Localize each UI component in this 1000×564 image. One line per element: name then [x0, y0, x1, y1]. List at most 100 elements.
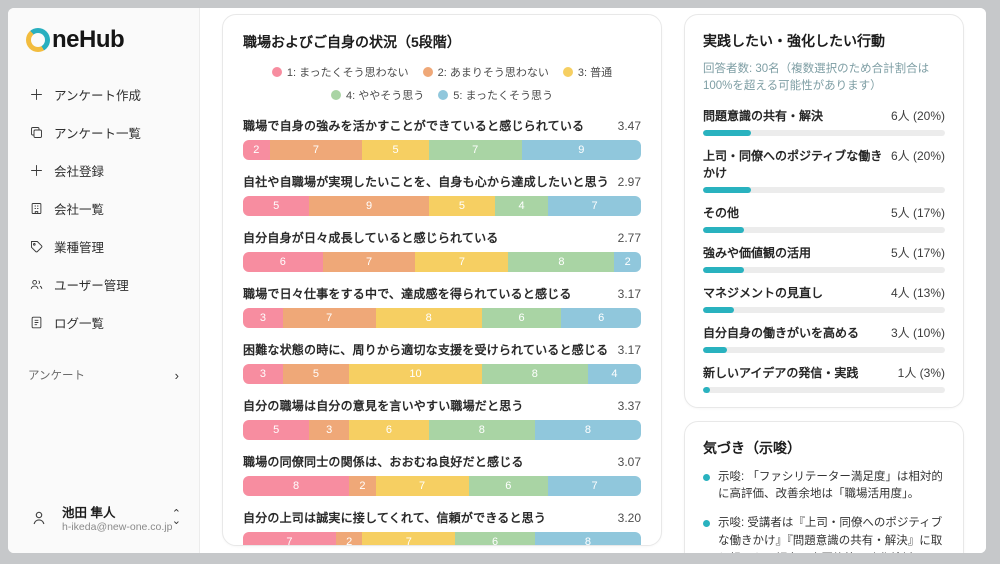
insight-text: 示唆: 受講者は『上司・同僚へのポジティブな働きかけ』『問題意識の共有・解決』に…	[718, 517, 943, 553]
question-head: 自社や自職場が実現したいことを、自身も心から達成したいと思う 2.97	[243, 173, 641, 190]
action-count: 3人 (10%)	[890, 325, 945, 340]
survey-question-row: 職場で日々仕事をする中で、達成感を得られていると感じる 3.17 3 7 8 6 6	[243, 285, 641, 328]
question-head: 自分の職場は自分の意見を言いやすい職場だと思う 3.37	[243, 397, 641, 414]
bar-segment-3: 7	[415, 252, 509, 272]
respondents-note: 回答者数: 30名（複数選択のため合計割合は100%を超える可能性があります）	[703, 63, 930, 93]
question-mean-value: 2.97	[617, 175, 641, 189]
actions-list: 問題意識の共有・解決 6人 (20%) 上司・同僚へのポジティブな働きかけ 6人 (2…	[703, 107, 945, 393]
question-mean-value: 3.17	[617, 343, 641, 357]
action-label: マネジメントの見直し	[703, 285, 824, 300]
bar-segment-3: 8	[375, 308, 482, 328]
survey-question-row: 職場で自身の強みを活かすことができていると感じられている 3.47 2 7 5 7 9	[243, 117, 641, 160]
progress-fill	[703, 346, 728, 353]
action-item: マネジメントの見直し 4人 (13%)	[703, 284, 945, 313]
progress-fill	[703, 226, 745, 233]
question-head: 困難な状態の時に、周りから適切な支援を受けられていると感じる 3.17	[243, 341, 641, 358]
bar-segment-2: 3	[309, 420, 350, 440]
action-item: 問題意識の共有・解決 6人 (20%)	[703, 107, 945, 136]
bar-segment-2: 5	[282, 364, 350, 384]
bar-segment-4: 6	[481, 308, 562, 328]
user-avatar-icon	[26, 505, 52, 531]
question-mean-value: 3.20	[617, 511, 641, 525]
bullet-dot-icon	[703, 520, 710, 528]
bar-segment-3: 5	[428, 196, 496, 216]
sidebar-item-0[interactable]: アンケート作成	[24, 80, 183, 109]
bar-segment-1: 3	[243, 364, 283, 384]
bar-segment-1: 3	[243, 308, 283, 328]
sidebar-item-1[interactable]: アンケート一覧	[24, 118, 183, 147]
question-head: 職場の同僚同士の関係は、おおむね良好だと感じる 3.07	[243, 453, 641, 470]
sidebar-item-6[interactable]: ログ一覧	[24, 308, 183, 337]
survey-question-row: 自社や自職場が実現したいことを、自身も心から達成したいと思う 2.97 5 9 5 4 7	[243, 173, 641, 216]
question-mean-value: 3.37	[617, 399, 641, 413]
user-email: h-ikeda@new-one.co.jp	[62, 521, 173, 533]
right-column: 実践したい・強化したい行動 回答者数: 30名（複数選択のため合計割合は100%…	[684, 14, 964, 553]
bar-segment-4: 8	[481, 364, 588, 384]
progress-fill	[703, 306, 735, 313]
bar-segment-4: 7	[428, 140, 522, 160]
sidebar-item-5[interactable]: ユーザー管理	[24, 270, 183, 299]
action-count: 1人 (3%)	[897, 365, 945, 380]
chevron-updown-icon: ⌃ ⌄	[171, 508, 181, 527]
question-label: 困難な状態の時に、周りから適切な支援を受けられていると感じる	[243, 343, 609, 357]
progress-track	[703, 306, 945, 313]
bar-segment-5: 9	[521, 140, 641, 160]
action-count: 6人 (20%)	[890, 148, 945, 163]
action-head: マネジメントの見直し 4人 (13%)	[703, 284, 945, 301]
legend-item-3: 3: 普通	[562, 64, 613, 80]
bar-segment-3: 10	[349, 364, 482, 384]
bar-segment-1: 8	[243, 476, 350, 496]
bar-segment-3: 7	[375, 476, 469, 496]
legend-dot-icon	[271, 67, 282, 77]
legend-label: 3: 普通	[577, 67, 613, 79]
sidebar-item-3[interactable]: 会社一覧	[24, 194, 183, 223]
bar-segment-2: 2	[335, 532, 363, 545]
action-label: 強みや価値観の活用	[703, 245, 812, 260]
progress-track	[703, 186, 945, 193]
bar-segment-2: 7	[322, 252, 416, 272]
action-item: 上司・同僚へのポジティブな働きかけ 6人 (20%)	[703, 147, 945, 193]
sidebar-item-label: アンケート一覧	[54, 127, 142, 141]
building-icon	[28, 201, 44, 217]
legend-item-2: 2: あまりそう思わない	[422, 64, 549, 80]
question-label: 職場で日々仕事をする中で、達成感を得られていると感じる	[243, 287, 572, 301]
bar-segment-4: 6	[455, 532, 535, 545]
action-head: 問題意識の共有・解決 6人 (20%)	[703, 107, 945, 124]
action-item: 自分自身の働きがいを高める 3人 (10%)	[703, 324, 945, 353]
plus-icon	[28, 87, 44, 103]
bar-segment-5: 4	[587, 364, 641, 384]
survey-question-row: 自分の上司は誠実に接してくれて、信頼ができると思う 3.20 7 2 7 6 8	[243, 509, 641, 545]
brand-name: neHub	[52, 26, 125, 53]
question-head: 職場で自身の強みを活かすことができていると感じられている 3.47	[243, 117, 641, 134]
action-label: 新しいアイデアの発信・実践	[703, 365, 859, 380]
insight-item: 示唆: 「ファシリテーター満足度」は相対的に高評価、改善余地は「職場活用度」。	[703, 469, 945, 505]
bar-segment-1: 5	[243, 420, 310, 440]
user-menu[interactable]: 池田 隼人 h-ikeda@new-one.co.jp ⌃ ⌄	[24, 496, 183, 539]
question-mean-value: 3.17	[617, 287, 641, 301]
insight-item: 示唆: 受講者は『上司・同僚へのポジティブな働きかけ』『問題意識の共有・解決』に…	[703, 515, 945, 553]
onehub-ring-icon	[26, 28, 50, 52]
bar-segment-5: 7	[548, 196, 641, 216]
sidebar-item-label: ユーザー管理	[54, 279, 129, 293]
insights-card: 気づき（示唆） 示唆: 「ファシリテーター満足度」は相対的に高評価、改善余地は「…	[684, 420, 964, 553]
bar-segment-5: 8	[534, 532, 641, 545]
sidebar-item-4[interactable]: 業種管理	[24, 232, 183, 261]
legend-item-4: 4: ややそう思う	[330, 87, 424, 103]
action-count: 6人 (20%)	[890, 108, 945, 123]
sidebar-item-2[interactable]: 会社登録	[24, 156, 183, 185]
question-label: 自分の職場は自分の意見を言いやすい職場だと思う	[243, 399, 524, 413]
sidebar-section-survey[interactable]: アンケート ›	[24, 363, 183, 387]
legend-label: 2: あまりそう思わない	[437, 67, 549, 79]
action-item: 強みや価値観の活用 5人 (17%)	[703, 244, 945, 273]
brand-logo[interactable]: neHub	[24, 26, 183, 54]
survey-legend: 1: まったくそう思わない 2: あまりそう思わない 3: 普通 4: ややそう思う 5…	[243, 64, 641, 103]
action-head: その他 5人 (17%)	[703, 204, 945, 221]
progress-track	[703, 346, 945, 353]
question-head: 職場で日々仕事をする中で、達成感を得られていると感じる 3.17	[243, 285, 641, 302]
question-label: 職場の同僚同士の関係は、おおむね良好だと感じる	[243, 455, 524, 469]
bar-segment-5: 2	[614, 252, 641, 272]
